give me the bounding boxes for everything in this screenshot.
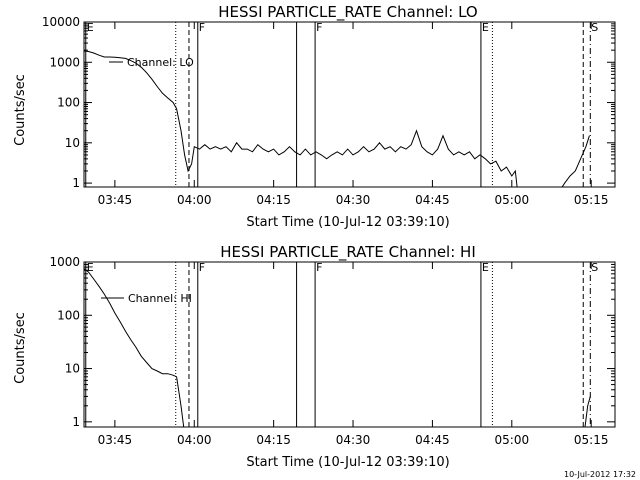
lo-y-tick-label: 1000 bbox=[49, 55, 80, 69]
hi-rate-series-line bbox=[83, 268, 591, 428]
lo-x-tick-label: 04:00 bbox=[177, 193, 212, 207]
hi-event-marker-label: F bbox=[316, 261, 322, 274]
hi-legend-label: Channel: HI bbox=[128, 292, 192, 305]
lo-rate-series-line bbox=[83, 50, 590, 188]
lo-x-axis-label: Start Time (10-Jul-12 03:39:10) bbox=[246, 215, 449, 230]
lo-event-marker-label: F bbox=[316, 21, 322, 34]
hi-x-tick-label: 05:15 bbox=[574, 433, 609, 447]
lo-x-tick-label: 04:30 bbox=[336, 193, 371, 207]
hi-x-tick-label: 04:45 bbox=[415, 433, 450, 447]
lo-y-tick-label: 100 bbox=[57, 96, 80, 110]
hi-event-marker-label: F bbox=[199, 261, 205, 274]
hi-plot-frame bbox=[83, 261, 616, 428]
lo-y-tick-label: 10000 bbox=[42, 15, 80, 29]
generation-timestamp: 10-Jul-2012 17:32 bbox=[564, 470, 636, 479]
lo-event-marker-label: F bbox=[199, 21, 205, 34]
hi-y-tick-label: 1 bbox=[72, 415, 80, 429]
lo-x-tick-label: 03:45 bbox=[98, 193, 133, 207]
hi-x-axis-label: Start Time (10-Jul-12 03:39:10) bbox=[246, 455, 449, 470]
hi-event-marker-label: E bbox=[482, 261, 489, 274]
hi-channel-panel: HESSI PARTICLE_RATE Channel: HI Counts/s… bbox=[13, 243, 616, 470]
lo-x-tick-label: 04:15 bbox=[256, 193, 291, 207]
lo-panel-title: HESSI PARTICLE_RATE Channel: LO bbox=[218, 3, 477, 22]
hi-y-tick-label: 10 bbox=[65, 362, 80, 376]
lo-event-marker-label: S bbox=[591, 21, 598, 34]
lo-x-tick-label: 04:45 bbox=[415, 193, 450, 207]
lo-event-marker-label: E bbox=[482, 21, 489, 34]
lo-x-tick-label: 05:00 bbox=[495, 193, 530, 207]
hi-event-marker-label: E bbox=[87, 261, 94, 274]
hi-event-marker-label: S bbox=[591, 261, 598, 274]
lo-x-tick-label: 05:15 bbox=[574, 193, 609, 207]
lo-channel-panel: HESSI PARTICLE_RATE Channel: LO Counts/s… bbox=[13, 3, 616, 230]
lo-y-tick-label: 1 bbox=[72, 176, 80, 190]
hi-x-tick-label: 04:30 bbox=[336, 433, 371, 447]
hi-x-tick-label: 05:00 bbox=[495, 433, 530, 447]
hi-x-tick-label: 03:45 bbox=[98, 433, 133, 447]
lo-plot-frame bbox=[83, 21, 616, 188]
lo-y-axis-label: Counts/sec bbox=[13, 74, 28, 146]
lo-y-tick-label: 10 bbox=[65, 136, 80, 150]
hi-x-tick-label: 04:15 bbox=[256, 433, 291, 447]
lo-event-marker-label: E bbox=[87, 21, 94, 34]
hi-y-axis-label: Counts/sec bbox=[13, 312, 28, 384]
hi-panel-title: HESSI PARTICLE_RATE Channel: HI bbox=[220, 243, 476, 262]
hi-x-tick-label: 04:00 bbox=[177, 433, 212, 447]
hi-y-tick-label: 1000 bbox=[49, 255, 80, 269]
lo-legend-label: Channel: LO bbox=[127, 56, 194, 69]
hi-y-tick-label: 100 bbox=[57, 308, 80, 322]
